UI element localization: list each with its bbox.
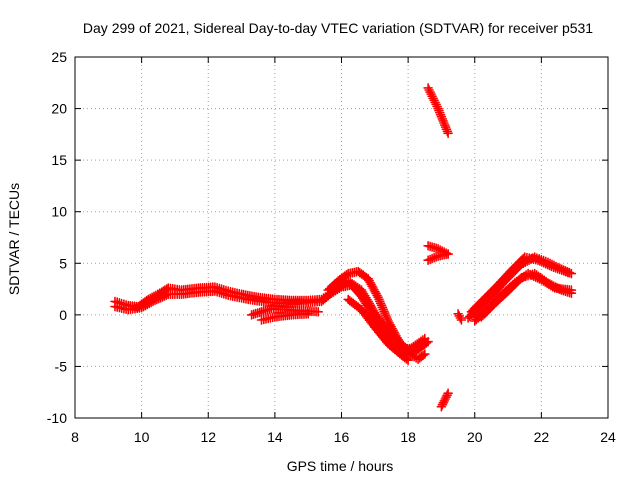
x-tick-label: 22	[534, 429, 550, 445]
series-layer	[110, 83, 577, 412]
x-tick-label: 12	[200, 429, 216, 445]
y-tick-label: 25	[51, 49, 67, 65]
series-s11	[453, 309, 467, 325]
y-tick-label: 15	[51, 152, 67, 168]
x-tick-label: 14	[267, 429, 283, 445]
x-tick-label: 10	[134, 429, 150, 445]
data-point	[421, 338, 432, 348]
y-axis-label: SDTVAR / TECUs	[6, 183, 22, 295]
data-point	[303, 309, 313, 319]
series-s4	[256, 309, 313, 325]
data-point	[423, 336, 433, 347]
x-tick-label: 20	[467, 429, 483, 445]
y-tick-label: 20	[51, 101, 67, 117]
x-tick-label: 16	[334, 429, 350, 445]
x-axis-label: GPS time / hours	[287, 458, 394, 474]
chart-title: Day 299 of 2021, Sidereal Day-to-day VTE…	[83, 20, 593, 36]
data-point	[563, 267, 573, 278]
series-s6	[343, 294, 413, 365]
series-s5	[323, 266, 430, 364]
data-point	[418, 350, 428, 361]
series-s15	[476, 268, 577, 322]
y-tick-label: -10	[47, 410, 67, 426]
data-point	[313, 307, 323, 317]
y-tick-label: -5	[55, 358, 68, 374]
plot-frame	[74, 56, 609, 419]
series-s13	[466, 252, 573, 317]
data-point	[401, 354, 412, 364]
y-tick-label: 10	[51, 204, 67, 220]
x-tick-label: 24	[600, 429, 616, 445]
series-s7	[423, 83, 453, 139]
series-s9	[423, 249, 453, 265]
data-point	[341, 270, 352, 280]
data-point	[443, 249, 453, 259]
y-tick-label: 5	[59, 255, 67, 271]
grid-layer	[75, 57, 608, 418]
data-point	[420, 349, 430, 359]
y-tick-label: 0	[59, 307, 67, 323]
data-point	[443, 388, 453, 398]
data-point	[456, 315, 467, 325]
x-tick-label: 8	[71, 429, 79, 445]
data-point	[566, 288, 577, 298]
data-point	[443, 128, 453, 139]
data-point	[403, 355, 413, 365]
series-s10	[436, 388, 453, 412]
x-tick-label: 18	[400, 429, 416, 445]
